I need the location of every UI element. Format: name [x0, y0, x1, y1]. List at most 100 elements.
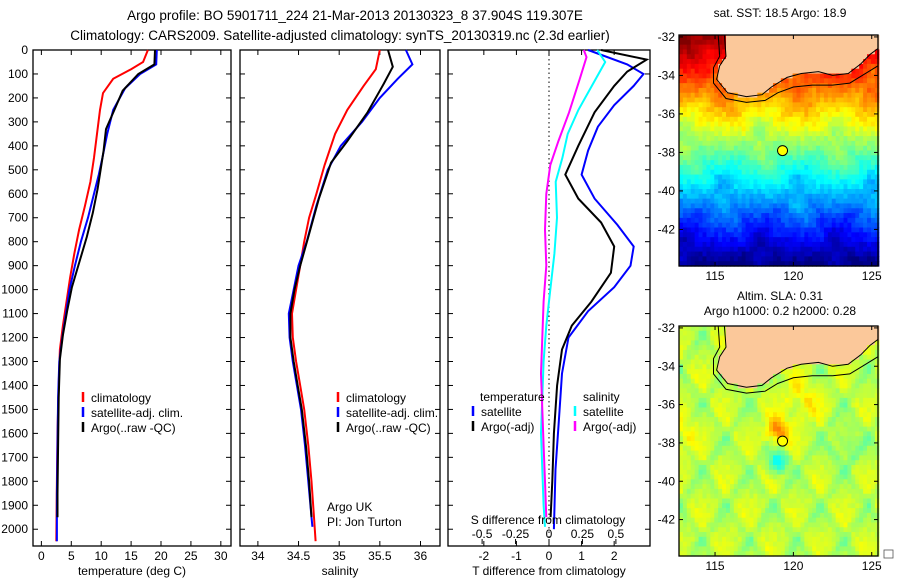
map-cell [741, 436, 747, 442]
map-cell [851, 97, 856, 103]
map-cell [792, 256, 798, 262]
map-cell [745, 97, 751, 103]
map-cell [726, 393, 731, 399]
map-cell [714, 527, 719, 533]
map-cell [718, 73, 723, 79]
map-cell [718, 326, 723, 332]
map-cell [792, 59, 798, 65]
map-cell [796, 102, 802, 108]
map-cell [741, 378, 747, 385]
map-cell [769, 237, 774, 243]
map-cell [769, 460, 774, 466]
map-cell [843, 431, 849, 437]
map-cell [749, 174, 755, 180]
map-cell [839, 474, 845, 480]
map-cell [710, 474, 715, 480]
map-cell [694, 484, 700, 490]
map-cell [816, 136, 821, 142]
map-cell [682, 388, 688, 394]
x-tick-label: 34.5 [287, 549, 311, 563]
map-cell [686, 83, 692, 89]
map-cell [827, 460, 833, 466]
map-cell [827, 256, 833, 262]
map-cell [800, 484, 805, 490]
map-cell [698, 155, 704, 161]
map-cell [792, 383, 798, 389]
map-cell [843, 116, 849, 123]
map-cell [753, 445, 758, 452]
map-cell [729, 369, 735, 375]
map-cell [718, 184, 723, 190]
map-cell [682, 412, 688, 418]
map-cell [874, 232, 880, 238]
map-cell [733, 330, 739, 337]
map-cell [831, 508, 837, 514]
map-cell [843, 383, 849, 389]
map-cell [804, 412, 809, 418]
map-cell [820, 359, 825, 365]
map-cell [835, 35, 841, 41]
map-cell [796, 116, 802, 123]
map-cell [776, 421, 782, 428]
map-cell [706, 217, 711, 224]
map-cell [765, 397, 770, 404]
map-cell [831, 179, 837, 185]
map-cell [851, 87, 856, 94]
map-cell [804, 532, 809, 538]
map-cell [839, 388, 845, 394]
map-cell [761, 261, 766, 267]
map-cell [773, 455, 778, 461]
map-cell [679, 131, 684, 137]
map-cell [733, 441, 739, 447]
map-cell [733, 116, 739, 123]
map-cell [702, 246, 708, 253]
map-cell [726, 222, 731, 229]
map-cell [694, 359, 700, 365]
map-cell [745, 335, 751, 341]
map-cell [843, 39, 849, 46]
map-cell [753, 388, 758, 394]
map-cell [776, 450, 782, 456]
map-cell [682, 445, 688, 452]
map-cell [679, 78, 684, 84]
map-cell [722, 460, 727, 466]
map-cell [757, 364, 762, 370]
map-cell [847, 193, 852, 200]
map-cell [796, 227, 802, 233]
map-cell [831, 198, 837, 205]
map-cell [682, 551, 688, 557]
map-cell [702, 546, 708, 552]
map-cell [710, 508, 715, 514]
map-cell [823, 335, 829, 341]
map-cell [757, 68, 762, 75]
map-cell [737, 441, 743, 447]
map-cell [847, 364, 852, 370]
map-cell [816, 417, 821, 423]
map-cell [686, 335, 692, 341]
map-cell [722, 359, 727, 365]
map-cell [796, 359, 802, 365]
map-cell [682, 44, 688, 51]
map-cell [851, 198, 856, 205]
map-cell [702, 217, 708, 224]
map-cell [820, 397, 825, 404]
map-cell [702, 150, 708, 156]
map-cell [831, 330, 837, 337]
map-cell [855, 330, 860, 337]
map-cell [823, 369, 829, 375]
map-cell [702, 136, 708, 142]
map-cell [808, 445, 813, 452]
map-cell [823, 546, 829, 552]
map-cell [800, 241, 805, 248]
map-cell [827, 63, 833, 70]
map-cell [792, 464, 798, 471]
map-cell [682, 198, 688, 205]
map-cell [679, 92, 684, 99]
map-cell [698, 345, 704, 351]
map-cell [776, 407, 782, 413]
map-cell [733, 383, 739, 389]
map-cell [710, 222, 715, 229]
map-cell [769, 359, 774, 365]
map-cell [710, 160, 715, 166]
map-cell [851, 508, 856, 514]
